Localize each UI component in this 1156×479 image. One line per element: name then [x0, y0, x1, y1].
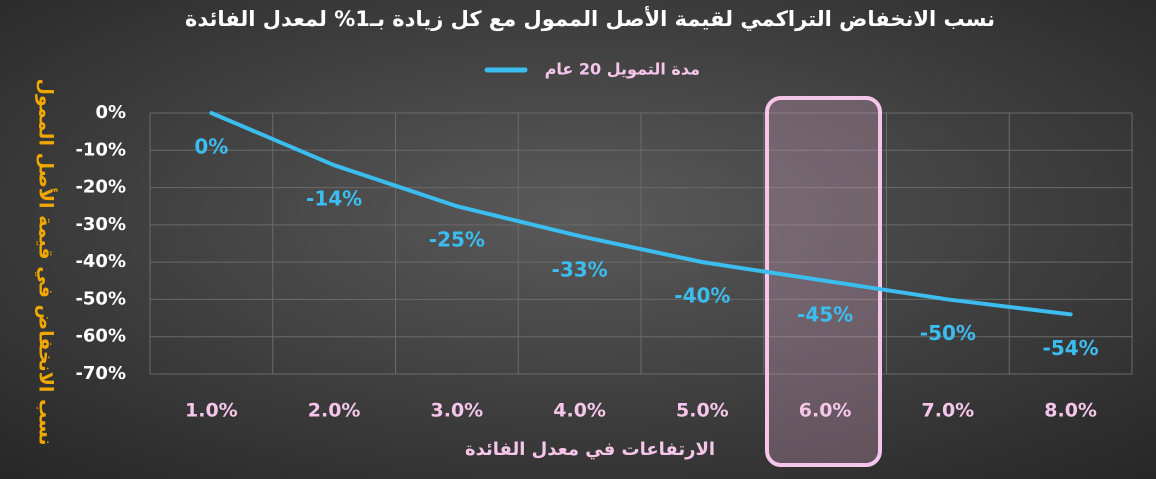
y-tick-label: -20% [75, 177, 126, 198]
data-label: -50% [920, 321, 976, 345]
data-label: -25% [429, 228, 485, 252]
x-tick-label: 4.0% [553, 400, 606, 422]
y-tick-label: -50% [75, 288, 126, 309]
y-tick-label: -10% [75, 139, 126, 160]
chart-title: نسب الانخفاض التراكمي لقيمة الأصل الممول… [185, 5, 995, 31]
y-tick-label: -60% [75, 326, 126, 347]
x-tick-label: 8.0% [1044, 400, 1097, 422]
x-tick-label: 3.0% [431, 400, 484, 422]
x-tick-label: 6.0% [799, 400, 852, 422]
data-label: -54% [1043, 336, 1099, 360]
y-tick-label: -40% [75, 251, 126, 272]
legend-label: مدة التمويل 20 عام [545, 60, 700, 79]
y-axis-title: نسب الانخفاض في قيمة الأصل الممول [35, 78, 58, 445]
x-tick-label: 7.0% [922, 400, 975, 422]
x-tick-label: 2.0% [308, 400, 361, 422]
data-label: 0% [194, 135, 228, 159]
y-tick-label: -70% [75, 363, 126, 384]
data-label: -40% [674, 284, 730, 308]
x-axis-title: الارتفاعات في معدل الفائدة [465, 439, 715, 460]
grid [149, 112, 1133, 375]
y-tick-label: -30% [75, 214, 126, 235]
y-tick-label: 0% [95, 102, 126, 123]
data-label: -14% [306, 187, 362, 211]
x-tick-label: 1.0% [185, 400, 238, 422]
data-label: -45% [797, 302, 853, 326]
x-tick-label: 5.0% [676, 400, 729, 422]
line [209, 111, 1073, 317]
data-label: -33% [552, 258, 608, 282]
